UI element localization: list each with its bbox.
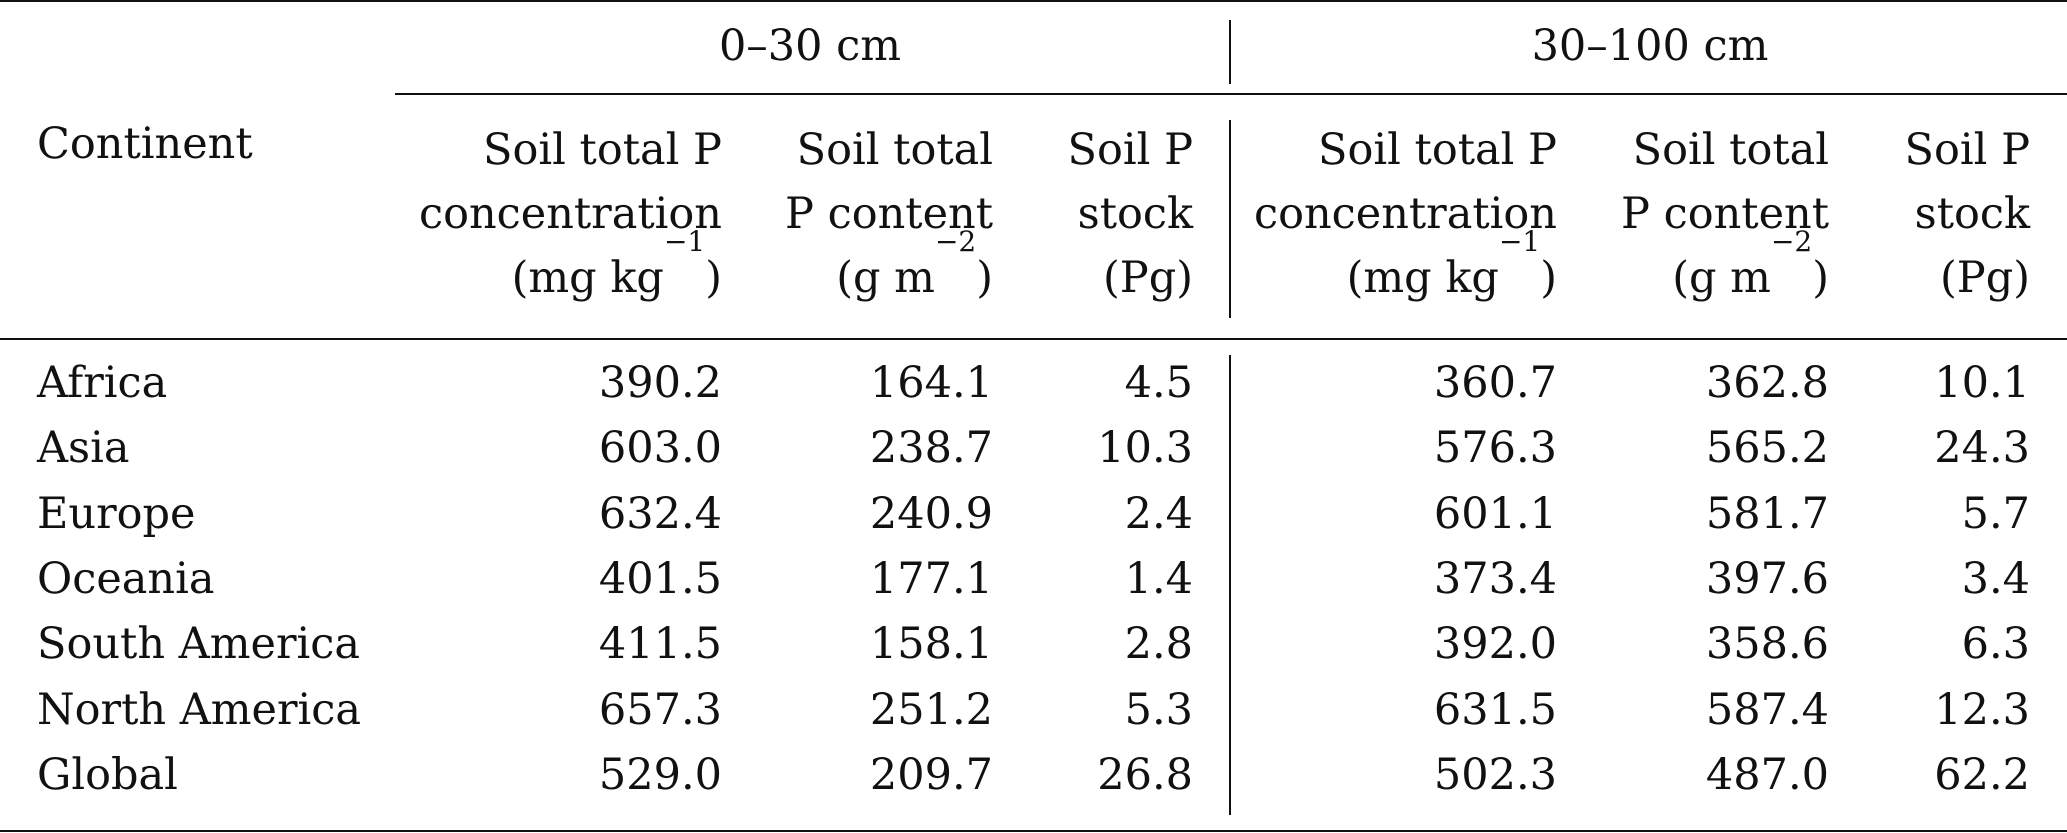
cell-concentration-0-30: 603.0 (598, 423, 722, 473)
cell-concentration-0-30: 657.3 (598, 685, 722, 735)
cell-stock-0-30: 4.5 (1124, 358, 1193, 408)
cell-concentration-30-100: 373.4 (1433, 554, 1557, 604)
cell-stock-30-100: 5.7 (1961, 489, 2030, 539)
row-label-continent: South America (37, 619, 360, 669)
cell-stock-30-100: 24.3 (1934, 423, 2030, 473)
cell-content-0-30: 240.9 (869, 489, 993, 539)
cell-stock-0-30: 2.4 (1124, 489, 1193, 539)
group-separator-top (1229, 20, 1231, 84)
col-header-content-0-30: Soil total P content (g m−2) (785, 125, 993, 303)
row-header-continent: Continent (37, 119, 253, 169)
cell-stock-30-100: 62.2 (1934, 750, 2030, 800)
cell-concentration-0-30: 401.5 (598, 554, 722, 604)
group-header-0-30cm: 0–30 cm (718, 21, 902, 71)
group-separator-body (1229, 355, 1231, 815)
col-header-concentration-0-30: Soil total P concentration (mg kg−1) (419, 125, 722, 303)
group-header-30-100cm: 30–100 cm (1531, 21, 1769, 71)
cell-stock-0-30: 5.3 (1124, 685, 1193, 735)
cell-stock-0-30: 2.8 (1124, 619, 1193, 669)
cell-stock-0-30: 10.3 (1097, 423, 1193, 473)
row-label-continent: Europe (37, 489, 196, 539)
row-label-continent: Africa (37, 358, 168, 408)
cell-stock-30-100: 10.1 (1934, 358, 2030, 408)
cell-content-30-100: 587.4 (1705, 685, 1829, 735)
row-label-continent: Asia (37, 423, 130, 473)
cell-concentration-0-30: 529.0 (598, 750, 722, 800)
bottom-rule (0, 830, 2067, 832)
col-header-stock-0-30: Soil P stock (Pg) (1067, 125, 1193, 303)
col-header-content-30-100: Soil total P content (g m−2) (1621, 125, 1829, 303)
cell-content-30-100: 397.6 (1705, 554, 1829, 604)
header-bottom-rule (0, 338, 2067, 340)
group-underline-rule (395, 93, 2067, 95)
cell-concentration-0-30: 411.5 (598, 619, 722, 669)
cell-content-30-100: 565.2 (1705, 423, 1829, 473)
row-label-continent: North America (37, 685, 362, 735)
top-rule (0, 0, 2067, 2)
cell-content-0-30: 238.7 (869, 423, 993, 473)
cell-content-30-100: 581.7 (1705, 489, 1829, 539)
cell-concentration-30-100: 601.1 (1433, 489, 1557, 539)
col-header-concentration-30-100: Soil total P concentration (mg kg−1) (1254, 125, 1557, 303)
cell-content-0-30: 209.7 (869, 750, 993, 800)
cell-stock-30-100: 3.4 (1961, 554, 2030, 604)
cell-stock-0-30: 1.4 (1124, 554, 1193, 604)
cell-concentration-30-100: 360.7 (1433, 358, 1557, 408)
cell-stock-30-100: 6.3 (1961, 619, 2030, 669)
cell-stock-30-100: 12.3 (1934, 685, 2030, 735)
cell-concentration-30-100: 631.5 (1433, 685, 1557, 735)
cell-concentration-0-30: 390.2 (598, 358, 722, 408)
cell-content-0-30: 177.1 (869, 554, 993, 604)
cell-content-30-100: 487.0 (1705, 750, 1829, 800)
row-label-continent: Global (37, 750, 178, 800)
cell-stock-0-30: 26.8 (1097, 750, 1193, 800)
cell-content-30-100: 362.8 (1705, 358, 1829, 408)
row-label-continent: Oceania (37, 554, 215, 604)
cell-concentration-0-30: 632.4 (598, 489, 722, 539)
cell-concentration-30-100: 576.3 (1433, 423, 1557, 473)
group-separator-header (1229, 120, 1231, 318)
cell-content-0-30: 251.2 (869, 685, 993, 735)
col-header-stock-30-100: Soil P stock (Pg) (1904, 125, 2030, 303)
cell-content-0-30: 158.1 (869, 619, 993, 669)
cell-content-30-100: 358.6 (1705, 619, 1829, 669)
cell-concentration-30-100: 502.3 (1433, 750, 1557, 800)
cell-concentration-30-100: 392.0 (1433, 619, 1557, 669)
cell-content-0-30: 164.1 (869, 358, 993, 408)
